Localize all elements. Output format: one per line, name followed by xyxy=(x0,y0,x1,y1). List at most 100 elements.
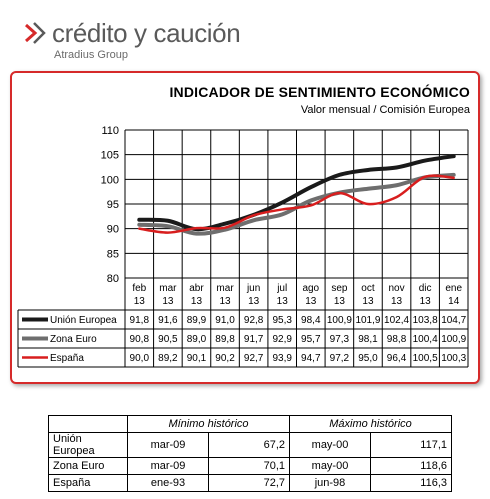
logo-brand-text: crédito y caución xyxy=(52,18,241,48)
data-label: 98,8 xyxy=(387,334,407,345)
max-value: 117,1 xyxy=(370,432,452,458)
data-label: 102,4 xyxy=(384,315,409,326)
table-row: Zona Euro mar-09 70,1 may-00 118,6 xyxy=(48,457,452,475)
y-tick-label: 110 xyxy=(101,125,119,137)
min-date: mar-09 xyxy=(127,432,209,458)
min-value: 67,2 xyxy=(208,432,290,458)
data-label: 89,9 xyxy=(187,315,207,326)
x-tick-label: 13 xyxy=(248,296,260,307)
data-label: 97,2 xyxy=(330,353,350,364)
data-label: 91,8 xyxy=(130,315,150,326)
data-label: 91,6 xyxy=(158,315,178,326)
x-tick-label: ago xyxy=(302,283,319,294)
series-line-3 xyxy=(138,174,455,234)
max-header: Máximo histórico xyxy=(289,415,452,433)
row-name: España xyxy=(48,474,128,492)
data-label: 95,7 xyxy=(301,334,321,345)
data-label: 100,9 xyxy=(441,334,466,345)
x-tick-label: mar xyxy=(159,283,177,294)
data-label: 104,7 xyxy=(441,315,466,326)
x-tick-label: 13 xyxy=(362,296,374,307)
min-date: ene-93 xyxy=(127,474,209,492)
data-label: 100,5 xyxy=(413,353,438,364)
y-tick-label: 90 xyxy=(107,224,119,236)
data-label: 90,0 xyxy=(130,353,150,364)
x-tick-label: 13 xyxy=(219,296,231,307)
chart-title: INDICADOR DE SENTIMIENTO ECONÓMICO xyxy=(169,84,470,100)
table-row: España ene-93 72,7 jun-98 116,3 xyxy=(48,474,452,492)
data-label: 95,3 xyxy=(272,315,292,326)
chart-frame xyxy=(10,71,480,384)
x-tick-label: nov xyxy=(388,283,404,294)
x-tick-label: jul xyxy=(276,283,287,294)
data-label: 92,9 xyxy=(272,334,292,345)
data-label: 89,0 xyxy=(187,334,207,345)
max-value: 118,6 xyxy=(370,457,452,475)
min-date: mar-09 xyxy=(127,457,209,475)
data-label: 101,9 xyxy=(355,315,380,326)
x-tick-label: oct xyxy=(361,283,375,294)
legend-label: España xyxy=(50,353,84,364)
logo-chevron-icon xyxy=(25,22,46,44)
y-tick-label: 85 xyxy=(107,248,119,260)
data-label: 92,8 xyxy=(244,315,264,326)
legend-label: Unión Europea xyxy=(50,315,117,326)
data-label: 92,7 xyxy=(244,353,264,364)
max-value: 116,3 xyxy=(370,474,452,492)
x-tick-label: jun xyxy=(246,283,260,294)
logo-subtitle: Atradius Group xyxy=(54,49,128,61)
y-tick-label: 105 xyxy=(101,150,119,162)
x-tick-label: sep xyxy=(331,283,348,294)
data-label: 93,9 xyxy=(272,353,292,364)
data-label: 90,2 xyxy=(215,353,235,364)
min-value: 70,1 xyxy=(208,457,290,475)
x-tick-label: abr xyxy=(189,283,204,294)
x-tick-label: 14 xyxy=(448,296,460,307)
x-tick-label: 13 xyxy=(277,296,289,307)
max-date: jun-98 xyxy=(289,474,371,492)
min-value: 72,7 xyxy=(208,474,290,492)
x-tick-label: 13 xyxy=(162,296,174,307)
data-label: 100,4 xyxy=(413,334,438,345)
x-tick-label: 13 xyxy=(305,296,317,307)
x-tick-label: 13 xyxy=(134,296,146,307)
data-label: 90,1 xyxy=(187,353,207,364)
row-name: Unión Europea xyxy=(48,432,128,458)
data-label: 94,7 xyxy=(301,353,321,364)
row-name: Zona Euro xyxy=(48,457,128,475)
x-tick-label: 13 xyxy=(334,296,346,307)
data-label: 91,7 xyxy=(244,334,264,345)
data-label: 103,8 xyxy=(413,315,438,326)
data-label: 91,0 xyxy=(215,315,235,326)
x-tick-label: ene xyxy=(445,283,462,294)
data-label: 89,8 xyxy=(215,334,235,345)
x-tick-label: 13 xyxy=(191,296,203,307)
table-row: Unión Europea mar-09 67,2 may-00 117,1 xyxy=(48,432,452,458)
history-table: Mínimo histórico Máximo histórico Unión … xyxy=(48,415,452,492)
data-label: 96,4 xyxy=(387,353,407,364)
max-date: may-00 xyxy=(289,432,371,458)
y-tick-label: 100 xyxy=(101,174,119,186)
y-tick-label: 95 xyxy=(107,199,119,211)
data-label: 100,9 xyxy=(327,315,352,326)
data-label: 95,0 xyxy=(358,353,378,364)
data-label: 89,2 xyxy=(158,353,178,364)
data-label: 100,3 xyxy=(441,353,466,364)
data-label: 90,8 xyxy=(130,334,150,345)
x-tick-label: feb xyxy=(132,283,146,294)
y-tick-label: 80 xyxy=(107,273,119,285)
data-label: 97,3 xyxy=(330,334,350,345)
data-label: 90,5 xyxy=(158,334,178,345)
x-tick-label: 13 xyxy=(391,296,403,307)
x-tick-label: mar xyxy=(216,283,234,294)
company-logo: crédito y caución Atradius Group xyxy=(24,16,284,66)
min-header: Mínimo histórico xyxy=(127,415,290,433)
data-label: 98,1 xyxy=(358,334,378,345)
chart-subtitle: Valor mensual / Comisión Europea xyxy=(300,104,470,116)
x-tick-label: dic xyxy=(419,283,432,294)
max-date: may-00 xyxy=(289,457,371,475)
x-tick-label: 13 xyxy=(420,296,432,307)
legend-label: Zona Euro xyxy=(50,334,97,345)
data-label: 98,4 xyxy=(301,315,321,326)
